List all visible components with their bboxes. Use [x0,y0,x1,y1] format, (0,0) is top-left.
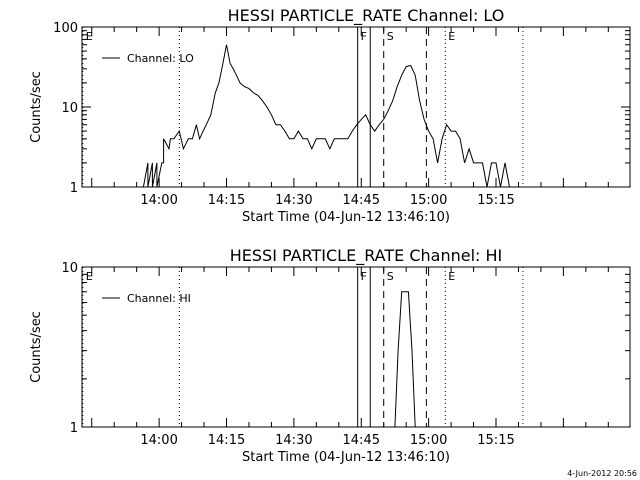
y-tick-label: 1 [70,421,78,436]
y-tick-label: 100 [53,21,78,36]
x-tick-label: 14:45 [343,193,380,208]
x-tick-label: 14:15 [208,433,245,448]
marker-label: F [361,30,367,43]
x-tick-label: 14:30 [275,193,312,208]
marker-label: E [448,30,455,43]
y-tick-label: 10 [61,261,78,276]
series-line [394,291,416,428]
marker-label: S [387,270,394,283]
marker-label: F [361,270,367,283]
y-axis-label: Counts/sec [29,311,44,383]
marker-label: E [86,270,93,283]
panel-channel-lo: HESSI PARTICLE_RATE Channel: LO 14:00 14:1… [29,6,631,225]
y-tick-label: 1 [70,181,78,196]
x-tick-label: 14:45 [343,433,380,448]
x-tick-label: 15:00 [410,433,447,448]
series-line [142,44,514,188]
x-tick-label: 14:00 [140,193,177,208]
panel-channel-hi: HESSI PARTICLE_RATE Channel: HI 14:00 14:1… [29,246,631,465]
marker-label: E [86,30,93,43]
marker-label: E [448,270,455,283]
x-tick-label: 15:15 [477,193,514,208]
legend-label: Channel: LO [127,52,194,65]
plot-frame [81,26,631,188]
chart-title: HESSI PARTICLE_RATE Channel: LO [228,6,505,26]
chart-title: HESSI PARTICLE_RATE Channel: HI [230,246,503,266]
x-axis-label: Start Time (04-Jun-12 13:46:10) [242,210,450,225]
x-tick-label: 15:00 [410,193,447,208]
x-tick-label: 14:30 [275,433,312,448]
y-tick-label: 10 [61,101,78,116]
marker-label: S [387,30,394,43]
x-tick-label: 15:15 [477,433,514,448]
x-axis-label: Start Time (04-Jun-12 13:46:10) [242,450,450,465]
y-axis-label: Counts/sec [29,71,44,143]
legend-label: Channel: HI [127,292,191,305]
x-tick-label: 14:15 [208,193,245,208]
plot-frame [81,266,631,428]
timestamp: 4-Jun-2012 20:56 [567,469,637,478]
x-tick-label: 14:00 [140,433,177,448]
